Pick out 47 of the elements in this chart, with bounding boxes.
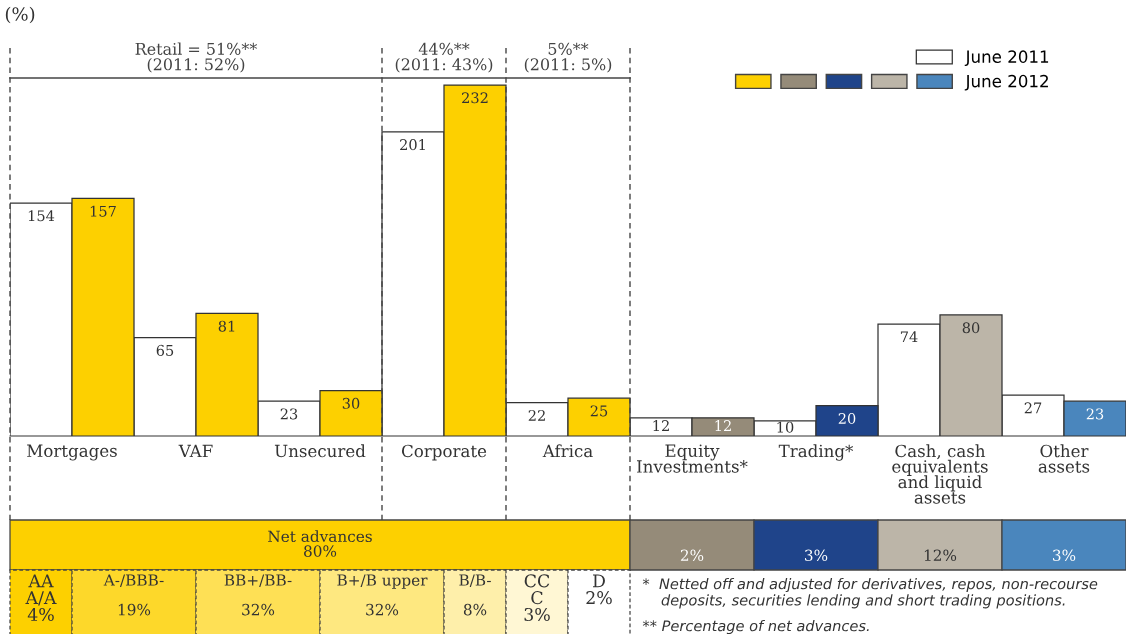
text: Retail = 51%** (2011: 52%) xyxy=(135,42,258,73)
text: A-/BBB- 19% xyxy=(103,574,164,616)
data-label: 12 xyxy=(715,420,731,431)
y-axis-title: (%) xyxy=(5,6,35,24)
data-label: 201 xyxy=(400,139,425,151)
x-tick-label: Other assets xyxy=(1038,444,1090,473)
data-label: 27 xyxy=(1024,402,1042,414)
x-tick-label: Mortgages xyxy=(27,444,117,461)
text: 3% xyxy=(1053,549,1076,562)
x-tick-label: Cash, cash equivalents and liquid assets xyxy=(892,444,988,504)
text: 12% xyxy=(924,549,957,562)
text: 2% xyxy=(680,549,704,562)
data-label: 65 xyxy=(156,344,174,356)
text: BB+/BB- 32% xyxy=(224,574,292,616)
legend-label: June 2011 xyxy=(964,50,1049,67)
data-label: 157 xyxy=(90,205,116,217)
text: AA A/A 4% xyxy=(25,574,57,622)
text: CC C 3% xyxy=(524,574,550,622)
text: * Netted off and adjusted for derivatives, repos, non-recourse deposits, securities lending and short trading positions. xyxy=(642,578,1098,609)
data-label: 12 xyxy=(653,420,669,431)
data-label: 232 xyxy=(462,92,488,104)
x-tick-label: Unsecured xyxy=(274,444,366,458)
text: B/B- 8% xyxy=(459,574,491,616)
data-label: 81 xyxy=(218,320,235,332)
x-tick-label: Africa xyxy=(542,444,593,458)
text: ** Percentage of net advances. xyxy=(642,620,869,634)
data-label: 20 xyxy=(838,412,856,424)
data-label: 22 xyxy=(528,409,545,421)
data-label: 80 xyxy=(962,322,980,334)
text: D 2% xyxy=(586,574,612,605)
text: 5%** (2011: 5%) xyxy=(524,42,612,73)
text: 3% xyxy=(805,549,828,562)
x-tick-label: VAF xyxy=(178,444,213,457)
data-label: 154 xyxy=(28,210,55,222)
data-label: 30 xyxy=(342,397,360,409)
data-label: 74 xyxy=(900,331,918,343)
x-tick-label: Trading* xyxy=(778,444,854,461)
data-label: 10 xyxy=(777,421,794,433)
text: 44%** (2011: 43%) xyxy=(395,42,493,73)
legend-label: June 2012 xyxy=(964,74,1048,91)
data-label: 25 xyxy=(590,405,608,417)
text: Net advances 80% xyxy=(268,530,372,557)
data-label: 23 xyxy=(280,408,298,420)
x-tick-label: Equity Investments* xyxy=(637,444,748,473)
text: B+/B upper 32% xyxy=(337,574,428,616)
x-tick-label: Corporate xyxy=(401,444,487,461)
data-label: 23 xyxy=(1086,408,1104,420)
